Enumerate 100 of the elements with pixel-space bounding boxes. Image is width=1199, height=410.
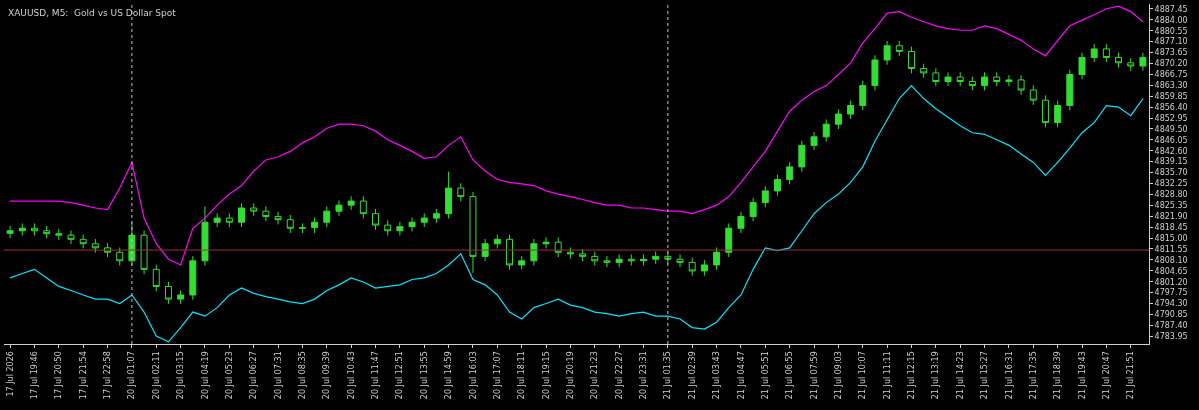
x-tick-label: 21 Jul 04:47 (736, 351, 746, 400)
y-tick-label: 4811.55 (1154, 244, 1188, 254)
candlestick (895, 40, 903, 57)
x-tick-label: 20 Jul 07:31 (273, 351, 283, 400)
candlestick (871, 54, 879, 91)
candlestick (822, 118, 830, 143)
x-tick-label: 20 Jul 04:19 (200, 351, 210, 400)
candlestick (359, 195, 367, 219)
candlestick (566, 247, 574, 260)
x-tick-label: 21 Jul 19:43 (1077, 351, 1087, 400)
x-tick-label: 17 Jul 19:46 (30, 351, 40, 400)
y-tick-label: 4821.90 (1154, 212, 1188, 222)
candlestick (238, 202, 246, 228)
candlestick (530, 238, 538, 267)
x-tick-label: 20 Jul 20:19 (566, 351, 576, 400)
y-tick-label: 4887.45 (1154, 4, 1188, 14)
chart-title: XAUUSD, M5: Gold vs US Dollar Spot (8, 8, 177, 18)
x-tick-label: 21 Jul 05:51 (760, 351, 770, 400)
candlestick (627, 253, 635, 267)
y-tick-label: 4852.95 (1154, 113, 1188, 123)
candlestick (603, 255, 611, 268)
candlestick (737, 211, 745, 234)
candlestick (1127, 57, 1135, 72)
y-tick-label: 4832.25 (1154, 179, 1188, 189)
candlestick (774, 174, 781, 197)
candlestick (1078, 52, 1086, 80)
candlestick (579, 248, 587, 262)
y-tick-label: 4783.95 (1154, 332, 1188, 342)
candlestick (225, 212, 233, 228)
x-tick-label: 20 Jul 03:15 (176, 351, 186, 400)
x-tick-label: 21 Jul 20:47 (1101, 351, 1111, 400)
x-tick-label: 17 Jul 22:58 (103, 351, 113, 400)
x-tick-label: 21 Jul 14:23 (955, 351, 965, 400)
x-tick-label: 17 Jul 20:50 (54, 351, 64, 400)
x-tick-label: 20 Jul 22:27 (614, 351, 624, 400)
candlestick (91, 238, 99, 254)
candlestick (1139, 52, 1147, 72)
y-tick-label: 4839.15 (1154, 157, 1188, 167)
candlestick (201, 205, 209, 267)
candlestick (6, 225, 14, 239)
candlestick (286, 214, 294, 234)
candlestick (652, 251, 660, 265)
x-tick-label: 20 Jul 21:23 (590, 351, 600, 400)
y-tick-label: 4801.20 (1154, 277, 1188, 287)
candlestick (396, 221, 404, 237)
candlestick (43, 225, 51, 239)
candlestick (859, 80, 867, 111)
x-tick-label: 20 Jul 12:51 (395, 351, 405, 400)
x-tick-label: 21 Jul 15:27 (980, 351, 990, 400)
candlestick (30, 223, 38, 237)
x-tick-label: 21 Jul 07:59 (809, 351, 819, 400)
x-tick-label: 20 Jul 06:27 (249, 351, 259, 400)
candlestick (1066, 69, 1074, 111)
candlestick (79, 234, 87, 249)
x-tick-label: 20 Jul 13:55 (419, 351, 429, 400)
x-tick-label: 20 Jul 08:35 (298, 351, 308, 400)
candlestick (1090, 43, 1098, 63)
x-tick-label: 21 Jul 09:03 (833, 351, 843, 400)
y-tick-label: 4880.55 (1154, 26, 1188, 36)
candlestick (55, 228, 63, 241)
candlestick (493, 234, 501, 249)
x-tick-label: 21 Jul 12:15 (907, 351, 917, 400)
x-tick-label: 21 Jul 03:43 (712, 351, 722, 400)
candlestick (432, 208, 440, 224)
candlestick (177, 289, 185, 305)
y-tick-label: 4884.00 (1154, 15, 1188, 25)
candlestick (408, 216, 416, 232)
y-tick-label: 4794.30 (1154, 299, 1188, 309)
candlestick (944, 71, 952, 87)
x-tick-label: 17 Jul 21:54 (78, 351, 88, 400)
x-tick-label: 20 Jul 18:11 (517, 351, 527, 400)
y-tick-label: 4828.80 (1154, 190, 1188, 200)
x-tick-label: 20 Jul 17:07 (492, 351, 502, 400)
x-tick-label: 20 Jul 14:59 (444, 351, 454, 400)
candlestick (1017, 74, 1025, 96)
candlestick (445, 171, 453, 219)
candlestick (250, 202, 258, 217)
candlestick (420, 212, 428, 228)
candlestick (335, 199, 343, 217)
candlestick (786, 161, 794, 185)
candlestick (810, 131, 818, 151)
x-tick-label: 21 Jul 02:39 (687, 351, 697, 400)
y-tick-label: 4825.35 (1154, 201, 1188, 211)
candlestick (189, 255, 197, 301)
x-tick-label: 21 Jul 11:11 (882, 351, 892, 400)
x-tick-label: 21 Jul 18:39 (1053, 351, 1063, 400)
candlestick (920, 63, 928, 79)
candlestick (1005, 74, 1013, 87)
candlestick (164, 281, 172, 305)
line-series (9, 5, 1144, 266)
x-tick-label: 20 Jul 11:47 (371, 351, 381, 400)
candlestick (834, 108, 842, 130)
candlestick (700, 259, 708, 277)
candlestick (542, 236, 550, 249)
candlestick (469, 191, 477, 274)
candlestick (213, 212, 221, 228)
y-tick-label: 4863.30 (1154, 81, 1188, 91)
x-tick-label: 21 Jul 17:35 (1028, 351, 1038, 400)
candlestick (725, 223, 733, 258)
y-tick-label: 4815.00 (1154, 233, 1188, 243)
